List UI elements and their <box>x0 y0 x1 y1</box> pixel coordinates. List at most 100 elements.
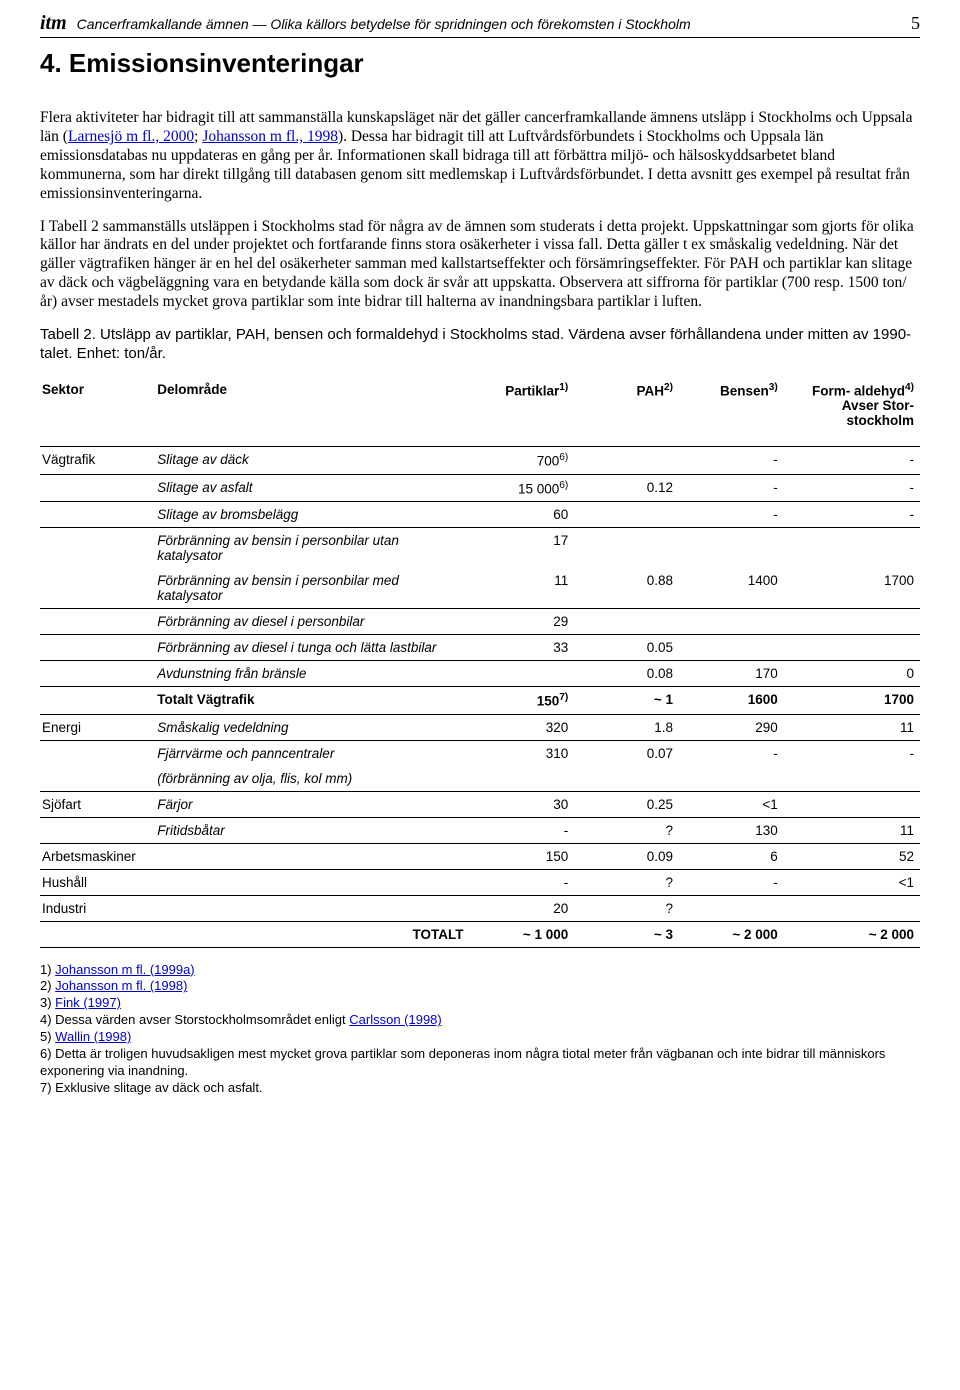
cell-pah <box>574 528 679 569</box>
cell-bensen: 1600 <box>679 687 784 715</box>
cell-partiklar: 20 <box>470 895 575 921</box>
cell-pah: 0.25 <box>574 791 679 817</box>
footnote-link[interactable]: Johansson m fl. (1999a) <box>55 962 194 977</box>
cell-pah: 0.88 <box>574 568 679 609</box>
cell-pah: 0.05 <box>574 635 679 661</box>
cell-sector <box>40 817 155 843</box>
cell-bensen: <1 <box>679 791 784 817</box>
cell-sector <box>40 474 155 502</box>
emissions-table: Sektor Delområde Partiklar1) PAH2) Bense… <box>40 378 920 948</box>
section-title: 4. Emissionsinventeringar <box>40 48 920 79</box>
cell-sector <box>40 635 155 661</box>
table-row: Arbetsmaskiner1500.09652 <box>40 843 920 869</box>
cell-partiklar: - <box>470 817 575 843</box>
cell-sector <box>40 661 155 687</box>
cell-formaldehyd: 11 <box>784 714 920 740</box>
cell-bensen: 1400 <box>679 568 784 609</box>
table-row: Industri20? <box>40 895 920 921</box>
cell-partiklar: 60 <box>470 502 575 528</box>
table-row: Fritidsbåtar-?13011 <box>40 817 920 843</box>
footnote-link[interactable]: Fink (1997) <box>55 995 121 1010</box>
cell-pah: 1.8 <box>574 714 679 740</box>
cell-bensen: ~ 2 000 <box>679 921 784 947</box>
cell-sector <box>40 568 155 609</box>
cell-delomrade: Småskalig vedeldning <box>155 714 469 740</box>
paragraph-1: Flera aktiviteter har bidragit till att … <box>40 109 920 204</box>
cell-formaldehyd: <1 <box>784 869 920 895</box>
cell-formaldehyd: 11 <box>784 817 920 843</box>
cell-sector: Arbetsmaskiner <box>40 843 155 869</box>
table-row: Avdunstning från bränsle0.081700 <box>40 661 920 687</box>
cell-formaldehyd <box>784 895 920 921</box>
cell-pah: ~ 3 <box>574 921 679 947</box>
footnote-link[interactable]: Johansson m fl. (1998) <box>55 978 187 993</box>
cell-partiklar: 7006) <box>470 447 575 475</box>
col-delomrade: Delområde <box>155 378 469 447</box>
cell-bensen <box>679 528 784 569</box>
cell-bensen: - <box>679 447 784 475</box>
cell-delomrade: Förbränning av bensin i personbilar med … <box>155 568 469 609</box>
cell-bensen <box>679 609 784 635</box>
cell-sector <box>40 921 155 947</box>
page-header: itm Cancerframkallande ämnen — Olika käl… <box>40 12 920 38</box>
cell-delomrade: TOTALT <box>155 921 469 947</box>
cell-bensen <box>679 895 784 921</box>
cell-formaldehyd <box>784 635 920 661</box>
table-row: SjöfartFärjor300.25<1 <box>40 791 920 817</box>
cell-partiklar: 15 0006) <box>470 474 575 502</box>
cell-pah <box>574 447 679 475</box>
cell-formaldehyd: - <box>784 740 920 766</box>
cell-formaldehyd: - <box>784 474 920 502</box>
cell-bensen: - <box>679 869 784 895</box>
ref-link-larnesjo[interactable]: Larnesjö m fl., 2000 <box>68 128 194 145</box>
table-row: Slitage av asfalt15 0006)0.12-- <box>40 474 920 502</box>
cell-delomrade: Avdunstning från bränsle <box>155 661 469 687</box>
cell-partiklar: - <box>470 869 575 895</box>
cell-sector <box>40 528 155 569</box>
cell-delomrade <box>155 869 469 895</box>
cell-bensen <box>679 766 784 792</box>
table-row: Förbränning av diesel i personbilar29 <box>40 609 920 635</box>
cell-sector: Hushåll <box>40 869 155 895</box>
cell-delomrade <box>155 843 469 869</box>
cell-partiklar: 29 <box>470 609 575 635</box>
cell-sector <box>40 687 155 715</box>
page-number: 5 <box>890 13 920 34</box>
cell-bensen: - <box>679 474 784 502</box>
cell-formaldehyd: - <box>784 447 920 475</box>
cell-pah <box>574 609 679 635</box>
cell-partiklar: 150 <box>470 843 575 869</box>
cell-pah: 0.12 <box>574 474 679 502</box>
cell-partiklar: 33 <box>470 635 575 661</box>
table-row: EnergiSmåskalig vedeldning3201.829011 <box>40 714 920 740</box>
cell-partiklar: 1507) <box>470 687 575 715</box>
cell-pah <box>574 502 679 528</box>
cell-bensen: - <box>679 740 784 766</box>
cell-formaldehyd: - <box>784 502 920 528</box>
table-row: Förbränning av diesel i tunga och lätta … <box>40 635 920 661</box>
footnote-link[interactable]: Carlsson (1998) <box>349 1012 442 1027</box>
cell-pah: 0.09 <box>574 843 679 869</box>
table-row: Fjärrvärme och panncentraler3100.07-- <box>40 740 920 766</box>
cell-formaldehyd: 0 <box>784 661 920 687</box>
cell-sector <box>40 766 155 792</box>
cell-formaldehyd: 1700 <box>784 687 920 715</box>
cell-partiklar <box>470 766 575 792</box>
ref-link-johansson[interactable]: Johansson m fl., 1998 <box>202 128 338 145</box>
col-sector: Sektor <box>40 378 155 447</box>
footnote-link[interactable]: Wallin (1998) <box>55 1029 131 1044</box>
table-row: (förbränning av olja, flis, kol mm) <box>40 766 920 792</box>
col-partiklar: Partiklar1) <box>470 378 575 447</box>
cell-delomrade: Förbränning av bensin i personbilar utan… <box>155 528 469 569</box>
cell-delomrade: Slitage av bromsbelägg <box>155 502 469 528</box>
table-row: Totalt Vägtrafik1507)~ 116001700 <box>40 687 920 715</box>
cell-partiklar: 320 <box>470 714 575 740</box>
cell-pah: 0.07 <box>574 740 679 766</box>
cell-sector <box>40 502 155 528</box>
table-row: VägtrafikSlitage av däck7006)-- <box>40 447 920 475</box>
cell-sector: Industri <box>40 895 155 921</box>
cell-delomrade: Färjor <box>155 791 469 817</box>
cell-formaldehyd: 1700 <box>784 568 920 609</box>
cell-formaldehyd <box>784 766 920 792</box>
cell-formaldehyd <box>784 528 920 569</box>
